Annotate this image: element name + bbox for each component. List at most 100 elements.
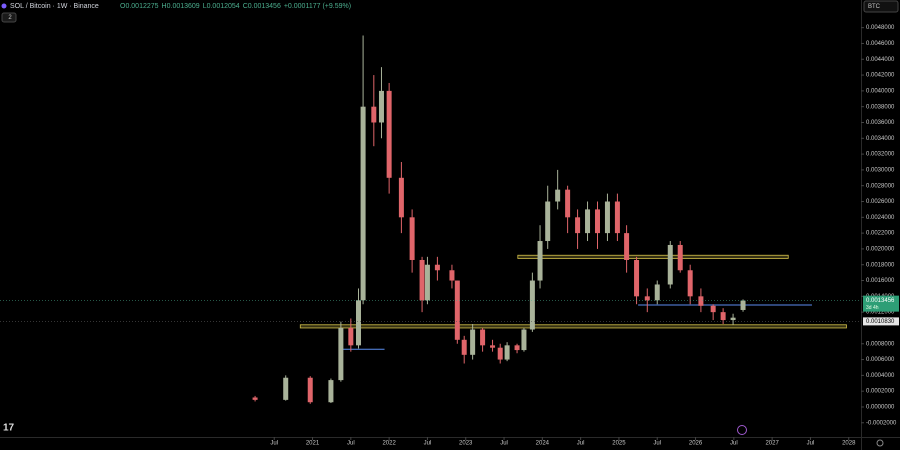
candle-body bbox=[614, 201, 620, 234]
settings-icon[interactable] bbox=[876, 439, 884, 447]
candle-body bbox=[644, 296, 650, 301]
y-tick-label: 0.0004000 bbox=[866, 373, 895, 379]
currency-button[interactable] bbox=[863, 0, 899, 13]
candle-body bbox=[307, 377, 313, 403]
candle-body bbox=[283, 377, 289, 400]
candle-body bbox=[698, 296, 704, 306]
symbol-title: SOL / Bitcoin · 1W · Binance bbox=[10, 3, 99, 10]
y-tick-label: 0.0020000 bbox=[866, 247, 895, 253]
indicator-count[interactable]: 2 bbox=[8, 15, 12, 21]
candle-body bbox=[360, 106, 366, 301]
y-tick-label: 0.0042000 bbox=[866, 73, 895, 79]
y-tick-label: 0.0036000 bbox=[866, 120, 895, 126]
candle-body bbox=[529, 280, 535, 330]
events-icon[interactable] bbox=[737, 425, 747, 435]
candle-body bbox=[338, 327, 344, 381]
y-tick-label: 0.0022000 bbox=[866, 231, 895, 237]
level-label: 0.0010830 bbox=[866, 319, 895, 325]
candle-body bbox=[585, 209, 591, 234]
zone bbox=[517, 254, 789, 259]
candle-body bbox=[654, 284, 660, 301]
y-tick-label: 0.0000000 bbox=[866, 405, 895, 411]
candle-body bbox=[667, 244, 673, 285]
candle-body bbox=[634, 259, 640, 297]
candle-body bbox=[677, 244, 683, 271]
countdown: 3d 4h bbox=[866, 305, 879, 311]
candle-body bbox=[348, 327, 354, 346]
y-tick-label: 0.0002000 bbox=[866, 389, 895, 395]
candle-body bbox=[252, 397, 258, 400]
x-tick-label: Jul bbox=[270, 441, 278, 447]
candle-body bbox=[490, 345, 496, 348]
candle-body bbox=[378, 90, 384, 123]
candle-body bbox=[419, 259, 425, 301]
tv-logo[interactable]: 17 bbox=[3, 423, 15, 434]
x-tick-label: 2025 bbox=[612, 441, 626, 447]
candle-body bbox=[371, 106, 377, 123]
x-tick-label: 2028 bbox=[842, 441, 856, 447]
x-tick-label: Jul bbox=[653, 441, 661, 447]
candle-body bbox=[328, 380, 334, 403]
candle-body bbox=[521, 329, 527, 351]
y-tick-label: 0.0046000 bbox=[866, 41, 895, 47]
candle-body bbox=[386, 90, 392, 178]
candle-body bbox=[461, 339, 467, 355]
y-tick-label: 0.0034000 bbox=[866, 136, 895, 142]
candle-body bbox=[504, 345, 510, 360]
candle-body bbox=[624, 233, 630, 260]
candle-body bbox=[470, 329, 476, 355]
y-tick-label: 0.0048000 bbox=[866, 25, 895, 31]
candle-body bbox=[537, 241, 543, 281]
x-tick-label: Jul bbox=[807, 441, 815, 447]
ohlc-value: H0.0013609 bbox=[162, 3, 200, 10]
x-tick-label: Jul bbox=[730, 441, 738, 447]
y-tick-label: 0.0026000 bbox=[866, 199, 895, 205]
ohlc-value: L0.0012054 bbox=[203, 3, 240, 10]
x-tick-label: 2022 bbox=[382, 441, 396, 447]
zone bbox=[299, 324, 847, 329]
candle-body bbox=[604, 201, 610, 234]
y-tick-label: 0.0018000 bbox=[866, 262, 895, 268]
candle-body bbox=[424, 264, 430, 301]
indicator-toggle[interactable] bbox=[1, 12, 17, 23]
candle-body bbox=[575, 217, 581, 234]
ohlc-value: O0.0012275 bbox=[120, 3, 159, 10]
y-tick-label: 0.0044000 bbox=[866, 57, 895, 63]
y-tick-label: 0.0016000 bbox=[866, 278, 895, 284]
candle-body bbox=[454, 280, 460, 340]
candle-body bbox=[409, 217, 415, 260]
x-tick-label: Jul bbox=[500, 441, 508, 447]
currency-label[interactable]: BTC bbox=[868, 4, 881, 10]
candle-body bbox=[555, 189, 561, 202]
candle-body bbox=[514, 345, 520, 351]
y-tick-label: 0.0038000 bbox=[866, 104, 895, 110]
candle-body bbox=[710, 305, 716, 313]
y-tick-label: 0.0040000 bbox=[866, 88, 895, 94]
y-tick-label: 0.0032000 bbox=[866, 152, 895, 158]
x-tick-label: 2026 bbox=[689, 441, 703, 447]
y-tick-label: 0.0012000 bbox=[866, 310, 895, 316]
y-tick-label: 0.0030000 bbox=[866, 167, 895, 173]
candle-body bbox=[720, 312, 726, 321]
candle-body bbox=[740, 300, 746, 310]
candle-body bbox=[355, 300, 361, 346]
ohlc-value: +0.0001177 (+9.59%) bbox=[284, 3, 351, 10]
y-tick-label: -0.0002000 bbox=[866, 420, 897, 426]
x-tick-label: Jul bbox=[577, 441, 585, 447]
y-tick-label: 0.0024000 bbox=[866, 215, 895, 221]
y-tick-label: 0.0008000 bbox=[866, 341, 895, 347]
candle-body bbox=[730, 317, 736, 321]
x-tick-label: 2027 bbox=[765, 441, 779, 447]
level-box bbox=[863, 317, 899, 326]
x-tick-label: Jul bbox=[424, 441, 432, 447]
candle-body bbox=[565, 189, 571, 218]
last-price-label: 0.0013456 bbox=[866, 298, 895, 304]
candle-body bbox=[398, 177, 404, 218]
ohlc-value: C0.0013456 bbox=[243, 3, 281, 10]
x-tick-label: 2023 bbox=[459, 441, 473, 447]
candle-body bbox=[480, 329, 486, 346]
x-tick-label: 2021 bbox=[306, 441, 320, 447]
y-tick-label: 0.0028000 bbox=[866, 183, 895, 189]
